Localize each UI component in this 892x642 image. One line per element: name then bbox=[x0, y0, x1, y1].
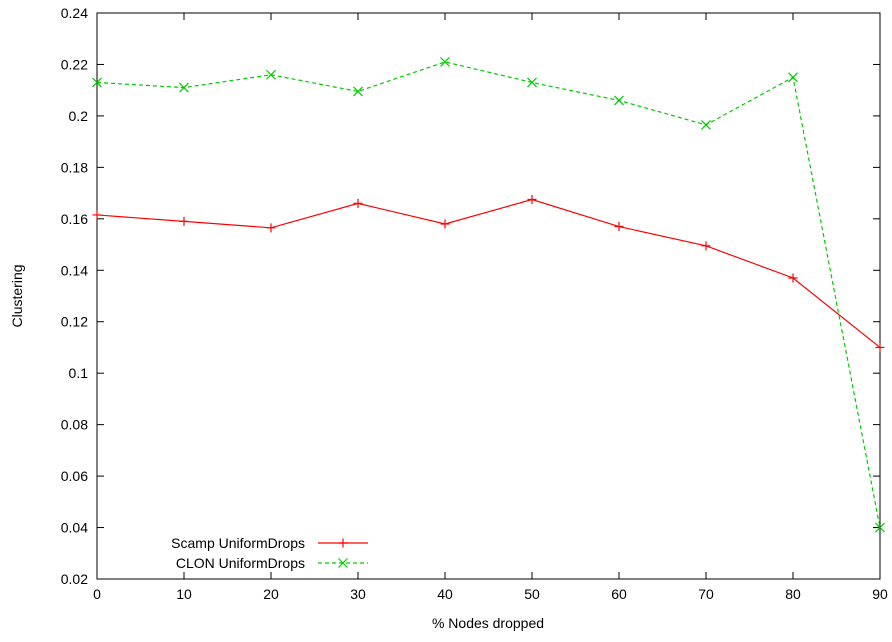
series-0-point-0 bbox=[92, 210, 102, 220]
x-tick-label-0: 0 bbox=[93, 586, 101, 602]
y-tick-label-4: 0.1 bbox=[69, 365, 89, 381]
series-1-point-5 bbox=[527, 77, 537, 88]
x-tick-label-7: 70 bbox=[698, 586, 714, 602]
x-tick-label-9: 90 bbox=[872, 586, 888, 602]
x-tick-label-3: 30 bbox=[350, 586, 366, 602]
legend-marker-1 bbox=[338, 558, 348, 568]
plot-frame bbox=[96, 12, 881, 580]
series-1-point-1 bbox=[179, 82, 189, 93]
series-0-point-8 bbox=[788, 273, 798, 283]
x-tick-label-1: 10 bbox=[176, 586, 192, 602]
y-tick-label-5: 0.12 bbox=[61, 314, 88, 330]
series-1-point-3 bbox=[353, 86, 363, 97]
series-1-point-9 bbox=[875, 522, 885, 533]
x-axis-label: % Nodes dropped bbox=[432, 615, 544, 631]
series-line-0 bbox=[96, 198, 881, 348]
y-tick-label-0: 0.02 bbox=[61, 571, 88, 587]
y-tick-label-2: 0.06 bbox=[61, 468, 88, 484]
y-tick-label-10: 0.22 bbox=[61, 56, 88, 72]
series-1-point-7 bbox=[701, 119, 711, 130]
series-1-point-2 bbox=[266, 69, 276, 80]
x-tick-label-8: 80 bbox=[785, 586, 801, 602]
series-1-point-0 bbox=[92, 77, 102, 88]
series-0-point-4 bbox=[440, 219, 450, 229]
series-0-point-1 bbox=[179, 216, 189, 226]
series-line-1 bbox=[96, 61, 881, 528]
series-0 bbox=[92, 195, 885, 352]
y-tick-label-7: 0.16 bbox=[61, 211, 88, 227]
series-layer bbox=[92, 56, 885, 533]
series-0-point-5 bbox=[527, 195, 537, 205]
series-1-point-4 bbox=[440, 56, 450, 67]
axis-ticks: 0 10 20 30 40 50 60 70 80 90 0.02 0.04 0.06 0.08 0.1 0.… bbox=[61, 5, 888, 602]
series-0-point-3 bbox=[353, 198, 363, 208]
legend: Scamp UniformDrops CLON UniformDrops bbox=[171, 535, 368, 571]
series-0-point-2 bbox=[266, 223, 276, 233]
y-tick-label-9: 0.2 bbox=[69, 108, 89, 124]
y-tick-label-8: 0.18 bbox=[61, 159, 88, 175]
x-tick-label-2: 20 bbox=[263, 586, 279, 602]
legend-label-1: CLON UniformDrops bbox=[176, 555, 305, 571]
series-0-point-9 bbox=[875, 342, 885, 352]
x-tick-label-4: 40 bbox=[437, 586, 453, 602]
series-0-point-6 bbox=[614, 222, 624, 232]
series-1 bbox=[92, 56, 885, 533]
y-axis-label: Clustering bbox=[9, 264, 25, 327]
x-tick-label-6: 60 bbox=[611, 586, 627, 602]
y-tick-label-11: 0.24 bbox=[61, 5, 88, 21]
y-tick-label-3: 0.08 bbox=[61, 417, 88, 433]
y-tick-label-1: 0.04 bbox=[61, 520, 88, 536]
x-tick-label-5: 50 bbox=[524, 586, 540, 602]
y-tick-label-6: 0.14 bbox=[61, 262, 88, 278]
series-1-point-6 bbox=[614, 95, 624, 106]
series-1-point-8 bbox=[788, 72, 798, 83]
legend-marker-0 bbox=[338, 538, 348, 548]
series-0-point-7 bbox=[701, 241, 711, 251]
legend-label-0: Scamp UniformDrops bbox=[171, 535, 305, 551]
